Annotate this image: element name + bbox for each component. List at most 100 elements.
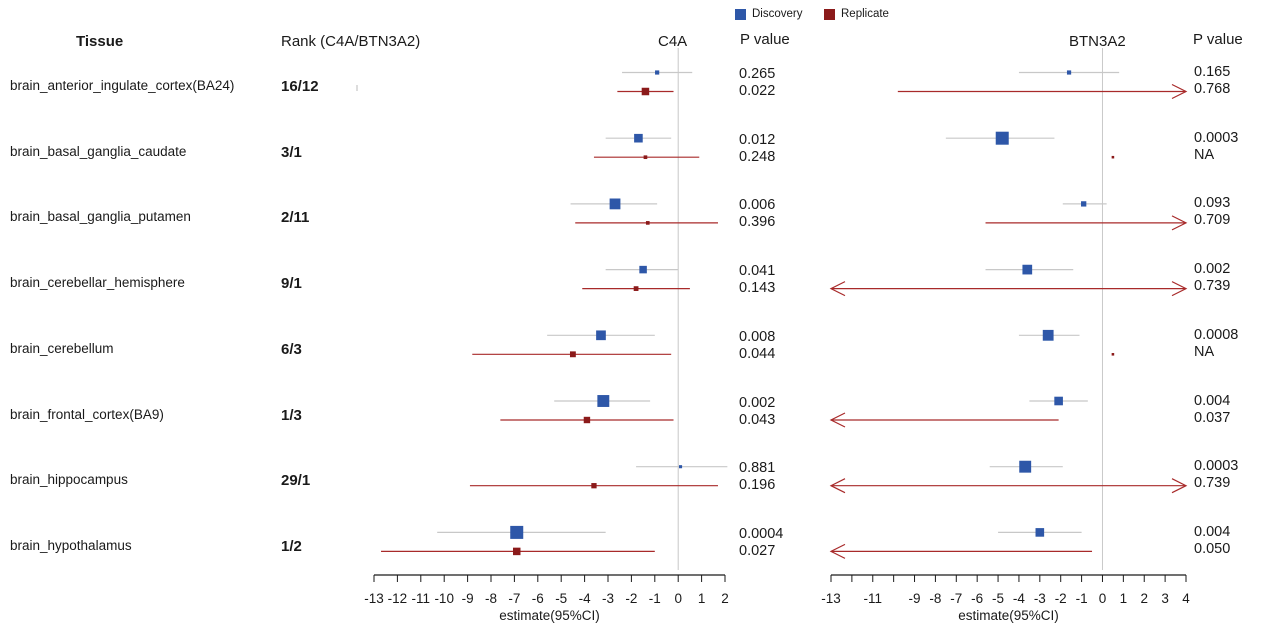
- btn3a2-pvalue-replicate: 0.739: [1194, 475, 1231, 492]
- btn3a2-discovery-point: [995, 131, 1009, 145]
- c4a-replicate-point: [569, 351, 576, 358]
- legend-swatch-replicate: [824, 8, 835, 20]
- c4a-replicate-point: [643, 155, 648, 160]
- rank-label: 1/3: [281, 406, 302, 424]
- btn3a2-tick-label: 0: [1099, 591, 1107, 606]
- c4a-discovery-point: [655, 70, 660, 75]
- c4a-discovery-point: [634, 133, 643, 143]
- btn3a2-tick-label: 1: [1120, 591, 1128, 606]
- c4a-pvalue-discovery: 0.012: [739, 131, 776, 148]
- rank-label: 16/12: [281, 78, 319, 95]
- c4a-pvalue-replicate: 0.143: [739, 280, 776, 297]
- rank-label: 29/1: [281, 472, 311, 490]
- header-tissue: Tissue: [76, 33, 124, 50]
- header-btn3a2: BTN3A2: [1069, 33, 1126, 50]
- btn3a2-replicate-point: [1111, 155, 1115, 159]
- c4a-pvalue-discovery: 0.265: [739, 66, 776, 82]
- rank-label: 6/3: [281, 340, 302, 358]
- btn3a2-tick-label: -1: [1076, 591, 1088, 606]
- tissue-label: brain_hypothalamus: [10, 537, 132, 553]
- c4a-discovery-point: [510, 525, 524, 539]
- c4a-pvalue-discovery: 0.0004: [739, 525, 784, 542]
- legend-item-discovery: Discovery: [735, 8, 802, 20]
- c4a-pvalue-replicate: 0.396: [739, 214, 776, 231]
- btn3a2-pvalue-discovery: 0.165: [1194, 64, 1231, 80]
- c4a-x-axis-label: estimate(95%CI): [499, 608, 600, 623]
- c4a-pvalue-replicate: 0.044: [739, 345, 776, 362]
- c4a-tick-label: -6: [532, 591, 544, 606]
- c4a-tick-label: -4: [579, 591, 591, 606]
- c4a-replicate-point: [591, 483, 597, 489]
- btn3a2-pvalue-discovery: 0.002: [1194, 261, 1231, 278]
- header-rank: Rank (C4A/BTN3A2): [281, 33, 421, 50]
- btn3a2-discovery-point: [1019, 460, 1032, 473]
- btn3a2-replicate-arrow-left: [829, 543, 846, 559]
- btn3a2-pvalue-discovery: 0.0003: [1194, 129, 1239, 146]
- tissue-label: brain_hippocampus: [10, 472, 128, 488]
- tissue-label: brain_basal_ganglia_putamen: [10, 209, 191, 225]
- btn3a2-replicate-arrow-left: [829, 281, 846, 297]
- c4a-discovery-point: [596, 330, 606, 341]
- c4a-tick-label: 1: [698, 591, 706, 606]
- btn3a2-pvalue-discovery: 0.004: [1194, 523, 1231, 540]
- c4a-pvalue-replicate: 0.027: [739, 542, 776, 559]
- btn3a2-replicate-arrow-right: [1171, 83, 1188, 100]
- c4a-replicate-point: [645, 221, 650, 225]
- btn3a2-replicate-arrow-left: [829, 478, 846, 494]
- btn3a2-pvalue-discovery: 0.0003: [1194, 458, 1239, 475]
- btn3a2-tick-label: -7: [950, 591, 962, 606]
- btn3a2-pvalue-replicate: 0.768: [1194, 81, 1231, 97]
- btn3a2-replicate-arrow-right: [1171, 478, 1188, 494]
- c4a-discovery-point: [597, 395, 610, 407]
- header-c4a: C4A: [658, 33, 688, 50]
- btn3a2-pvalue-replicate: 0.037: [1194, 409, 1231, 426]
- c4a-tick-label: -11: [412, 591, 431, 606]
- c4a-tick-label: -9: [462, 591, 474, 606]
- btn3a2-pvalue-discovery: 0.0008: [1194, 326, 1239, 343]
- btn3a2-tick-label: 3: [1161, 591, 1169, 606]
- legend-label-replicate: Replicate: [841, 8, 889, 20]
- tissue-label: brain_anterior_ingulate_cortex(BA24): [10, 78, 235, 93]
- btn3a2-discovery-point: [1081, 201, 1087, 207]
- btn3a2-replicate-arrow-right: [1171, 281, 1188, 297]
- c4a-tick-label: -12: [388, 591, 408, 606]
- btn3a2-tick-label: -4: [1013, 591, 1025, 606]
- btn3a2-tick-label: -9: [909, 591, 921, 606]
- tissue-label: brain_basal_ganglia_caudate: [10, 143, 187, 159]
- c4a-tick-label: 2: [721, 591, 729, 606]
- tissue-label: brain_frontal_cortex(BA9): [10, 406, 164, 422]
- btn3a2-replicate-arrow-right: [1171, 215, 1188, 231]
- c4a-tick-label: -8: [485, 591, 497, 606]
- c4a-replicate-point: [633, 286, 639, 291]
- rank-label: 2/11: [281, 209, 310, 227]
- btn3a2-tick-label: 4: [1182, 591, 1190, 606]
- rank-label: 3/1: [281, 143, 302, 161]
- btn3a2-discovery-point: [1035, 528, 1045, 537]
- c4a-pvalue-replicate: 0.043: [739, 411, 776, 428]
- legend-item-replicate: Replicate: [824, 8, 889, 20]
- c4a-pvalue-discovery: 0.881: [739, 460, 776, 477]
- c4a-replicate-point: [583, 416, 591, 424]
- header-c4a-pvalue: P value: [740, 31, 790, 48]
- c4a-pvalue-replicate: 0.022: [739, 83, 776, 99]
- c4a-tick-label: -5: [555, 591, 567, 606]
- c4a-tick-label: -3: [602, 591, 614, 606]
- c4a-tick-label: -10: [434, 591, 454, 606]
- btn3a2-tick-label: -3: [1034, 591, 1046, 606]
- btn3a2-pvalue-replicate: NA: [1194, 343, 1215, 360]
- c4a-tick-label: -7: [508, 591, 520, 606]
- c4a-pvalue-discovery: 0.002: [739, 394, 776, 411]
- c4a-replicate-point: [641, 87, 650, 96]
- btn3a2-discovery-point: [1042, 329, 1054, 341]
- btn3a2-tick-label: -6: [971, 591, 983, 606]
- tissue-label: brain_cerebellar_hemisphere: [10, 275, 185, 291]
- btn3a2-discovery-point: [1054, 396, 1063, 406]
- rank-label: 9/1: [281, 275, 302, 293]
- c4a-tick-label: -13: [364, 591, 384, 606]
- btn3a2-tick-label: -8: [929, 591, 941, 606]
- c4a-replicate-point: [512, 547, 521, 556]
- legend-swatch-discovery: [735, 8, 746, 20]
- btn3a2-tick-label: -2: [1055, 591, 1067, 606]
